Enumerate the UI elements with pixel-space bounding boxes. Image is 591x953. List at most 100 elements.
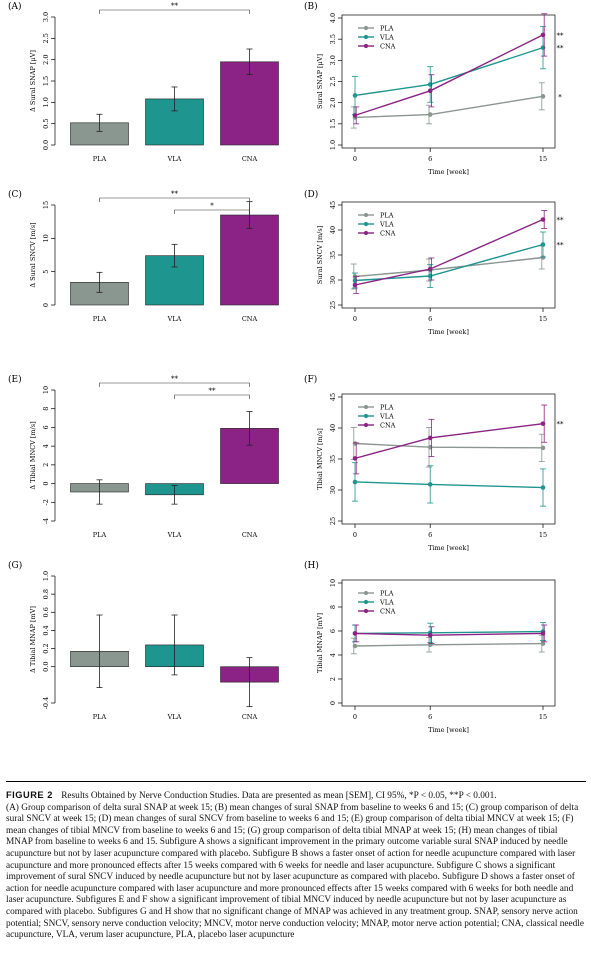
panel-e-y-tick-label: 8 (42, 407, 50, 411)
panel-e-label: (E) (8, 374, 22, 385)
panel-c-x-tick-label: CNA (242, 315, 258, 323)
panel-h-y-tick-label: 8 (329, 605, 337, 609)
legend-label-pla: PLA (380, 404, 394, 412)
panel-f-y-axis-title: Tibial MNCV [m/s] (316, 428, 324, 490)
panel-f-mark-cna: ** (557, 421, 565, 429)
panel-h-point-cna (427, 632, 433, 638)
legend-label-vla: VLA (379, 34, 394, 42)
panel-d-label: (D) (304, 189, 318, 200)
panel-a-y-tick-label: 3.0 (42, 12, 50, 22)
panel-d-y-tick-label: 25 (329, 301, 337, 309)
caption-divider (6, 781, 586, 782)
panel-f-x-axis-title: Time [week] (428, 544, 469, 552)
panel-e-x-tick-label: VLA (167, 531, 182, 539)
panel-h-x-tick-label: 6 (428, 713, 432, 721)
panel-e-y-axis-title: Δ Tibial MNCV [m/s] (29, 421, 37, 489)
panel-e-significance-label: ** (171, 375, 179, 383)
panel-f-point-cna (427, 435, 433, 441)
panel-d-point-cna (540, 217, 546, 222)
panel-f-point-cna (540, 421, 546, 426)
legend-marker-cna (363, 230, 369, 236)
panel-c-significance-bracket (99, 197, 250, 202)
panel-g-x-tick-label: PLA (93, 713, 107, 721)
panel-c-label: (C) (8, 189, 22, 200)
panel-h-y-tick-label: 6 (329, 629, 337, 633)
panel-a-y-tick-label: 1.5 (42, 76, 50, 86)
panel-b-y-tick-label: 1.5 (329, 119, 337, 129)
panel-b-point-cna (427, 88, 433, 94)
panel-b-point-cna (540, 32, 546, 38)
panel-h-x-tick-label: 0 (353, 713, 357, 721)
panel-b-point-cna (352, 113, 358, 118)
panel-a-x-tick-label: PLA (93, 155, 107, 163)
panel-d-point-cna (427, 266, 433, 272)
panel-h-point-cna (352, 631, 358, 636)
panel-d-x-axis-title: Time [week] (428, 328, 469, 336)
panel-f-line-pla (354, 442, 544, 449)
panel-f-point-cna (352, 456, 358, 461)
panel-a-y-tick-label: 2.0 (42, 54, 50, 64)
panel-f-point-pla (540, 445, 546, 451)
legend-marker-vla (363, 34, 369, 40)
panel-f-point-pla (427, 444, 433, 450)
panel-c-y-tick-label: 5 (42, 270, 50, 274)
panel-c-y-tick-label: 15 (42, 201, 50, 209)
panel-f-y-tick-label: 30 (329, 486, 337, 494)
panel-g-y-tick-label: -0.4 (42, 697, 50, 710)
panel-d-mark-cna: ** (557, 217, 565, 225)
panel-d-line-vla (354, 243, 544, 282)
panel-h-x-axis-title: Time [week] (428, 726, 469, 734)
panel-c-y-tick-label: 0 (42, 303, 50, 307)
panel-h-x-tick-label: 15 (539, 713, 547, 721)
legend-marker-pla (363, 212, 369, 218)
panel-g-label: (G) (8, 560, 22, 571)
panel-c-y-tick-label: 10 (42, 234, 50, 242)
panel-a-y-axis-title: Δ Sural SNAP [μV] (29, 50, 37, 112)
panel-b-mark-vla: ** (557, 45, 565, 53)
panel-h-line-cna (354, 632, 544, 636)
panel-c-significance-bracket (174, 209, 250, 214)
panel-d-point-vla (352, 278, 358, 283)
legend-label-cna: CNA (380, 230, 396, 238)
panel-g-y-tick-label: 0.4 (42, 625, 50, 635)
panel-a-bar-cna (220, 61, 279, 146)
panel-b-point-vla (427, 82, 433, 87)
panel-e-y-tick-label: 0 (42, 482, 50, 486)
panel-e-y-tick-label: 6 (42, 425, 50, 429)
panel-d-x-tick-label: 6 (428, 315, 432, 323)
panel-e-x-tick-label: CNA (242, 531, 258, 539)
panel-b-point-vla (352, 93, 358, 98)
panel-h-label: (H) (304, 560, 319, 571)
panel-c-y-axis-title: Δ Sural SNCV [m/s] (29, 222, 37, 287)
panel-h-y-tick-label: 2 (329, 677, 337, 681)
panel-g-y-tick-label: 0.0 (42, 662, 50, 672)
legend-label-pla: PLA (380, 25, 394, 33)
panel-c-x-tick-label: PLA (93, 315, 107, 323)
panel-a-x-tick-label: VLA (167, 155, 182, 163)
panel-d-y-tick-label: 35 (329, 251, 337, 259)
panel-g-y-tick-label: 0.6 (42, 607, 50, 617)
panel-b-x-tick-label: 0 (353, 155, 357, 163)
legend-marker-vla (363, 413, 369, 419)
panel-b-mark-cna: ** (557, 32, 565, 40)
panel-h-point-pla (352, 643, 358, 649)
panel-d-x-tick-label: 15 (539, 315, 547, 323)
panel-b-y-tick-label: 4.0 (329, 13, 337, 23)
legend-marker-cna (363, 43, 369, 49)
panel-a-y-tick-label: 1.0 (42, 97, 50, 107)
panel-f-x-tick-label: 6 (428, 531, 432, 539)
panel-h-y-tick-label: 4 (329, 653, 337, 657)
panel-b-y-tick-label: 3.5 (329, 34, 337, 44)
panel-h-y-tick-label: 0 (329, 701, 337, 705)
panel-f-label: (F) (304, 374, 317, 385)
panel-h-point-pla (540, 641, 546, 646)
panel-b-point-pla (540, 94, 546, 99)
panel-b-x-tick-label: 15 (539, 155, 547, 163)
legend-marker-vla (363, 221, 369, 227)
panel-g-y-tick-label: 0.2 (42, 643, 50, 653)
panel-e-significance-bracket (174, 394, 250, 399)
caption-label: FIGURE 2 (6, 790, 53, 800)
panel-b-y-tick-label: 1.0 (329, 140, 337, 150)
panel-b-label: (B) (304, 1, 318, 12)
panel-d-y-tick-label: 30 (329, 276, 337, 284)
